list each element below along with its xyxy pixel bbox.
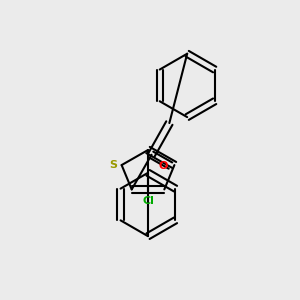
Text: S: S xyxy=(110,160,118,170)
Text: Cl: Cl xyxy=(142,196,154,206)
Text: O: O xyxy=(159,160,168,171)
